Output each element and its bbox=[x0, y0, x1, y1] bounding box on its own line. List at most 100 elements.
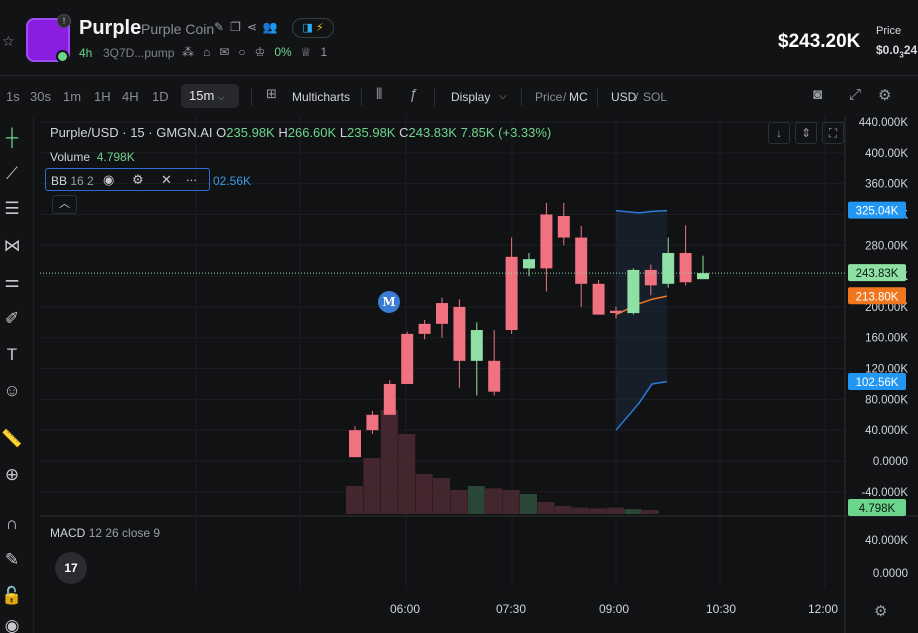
fullscreen-icon[interactable]: ⤢ bbox=[849, 86, 862, 103]
candle-body bbox=[557, 215, 570, 238]
volume-bar bbox=[641, 510, 659, 514]
price-label: Price bbox=[876, 25, 902, 37]
price-tag-bb-upper bbox=[848, 201, 906, 219]
add-chart-icon[interactable]: ⊞ bbox=[266, 86, 277, 101]
zoom-icon[interactable]: ⊕ bbox=[4, 465, 20, 484]
candle-body bbox=[610, 310, 622, 314]
time-label: 10:30 bbox=[706, 602, 737, 616]
copy-icon[interactable]: ❐ bbox=[230, 20, 241, 34]
timeframe-4h[interactable]: 4H bbox=[122, 89, 139, 104]
candle-body bbox=[505, 256, 518, 331]
chart-canvas[interactable]: 440.000K400.00K360.00K320.00K280.00K240.… bbox=[40, 116, 918, 633]
users-icon[interactable]: 👥 bbox=[262, 20, 278, 34]
change-value: 7.85K (+3.33%) bbox=[460, 125, 552, 140]
share-icon[interactable]: ⋖ bbox=[246, 20, 257, 34]
timeframe-30s[interactable]: 30s bbox=[30, 89, 51, 104]
emoji-icon[interactable]: ☺ bbox=[3, 381, 21, 400]
more-icon[interactable]: ∙∙∙ bbox=[186, 172, 197, 187]
crosshair-icon[interactable]: ┼ bbox=[5, 128, 19, 147]
volume-bar bbox=[346, 486, 363, 514]
trend-line-icon[interactable]: ⟋ bbox=[6, 164, 18, 183]
timeframe-1d[interactable]: 1D bbox=[152, 89, 169, 104]
timeframe-1s[interactable]: 1s bbox=[6, 89, 20, 104]
volume-bar bbox=[554, 506, 572, 514]
maximize-pane-icon[interactable]: ⛶ bbox=[822, 122, 844, 144]
price-axis-label: 440.000K bbox=[859, 117, 909, 129]
close-icon[interactable]: ✕ bbox=[161, 172, 172, 187]
volume-tag-label: 4.798K bbox=[859, 503, 896, 515]
gear-icon[interactable]: ⚙ bbox=[132, 172, 144, 187]
bb-band-fill bbox=[616, 210, 667, 431]
collapse-legend-button[interactable]: ︿ bbox=[52, 195, 77, 214]
lock-drawing-icon[interactable]: ✎ bbox=[4, 550, 20, 569]
candle-body bbox=[488, 360, 501, 392]
price-axis-label: 0.0000 bbox=[873, 456, 908, 468]
fib-icon[interactable]: ☰ bbox=[4, 199, 20, 218]
candle-body bbox=[383, 383, 396, 415]
projection-icon[interactable]: ⚌ bbox=[4, 272, 20, 291]
price-chart[interactable]: 440.000K400.00K360.00K320.00K280.00K240.… bbox=[40, 116, 918, 633]
sol-toggle[interactable]: SOL bbox=[643, 90, 668, 104]
holders-icon[interactable]: ⁂ bbox=[182, 45, 194, 59]
chevron-down-icon: ⌵ bbox=[217, 92, 225, 102]
price-toggle[interactable]: Price bbox=[535, 90, 563, 104]
camera-icon[interactable]: ◙ bbox=[813, 86, 823, 103]
time-label: 12:00 bbox=[808, 602, 839, 616]
display-button[interactable]: Display bbox=[451, 90, 491, 104]
volume-bar bbox=[485, 488, 503, 514]
bb-label: BB bbox=[51, 174, 68, 188]
social-pill[interactable]: ◨ ⚡ bbox=[292, 18, 334, 38]
tweet-icon[interactable]: ✉ bbox=[219, 45, 230, 59]
volume-tag bbox=[848, 499, 906, 516]
volume-bar bbox=[398, 434, 416, 514]
ruler-icon[interactable]: 📏 bbox=[1, 429, 23, 448]
candle-body bbox=[523, 259, 535, 269]
price-axis-label: 160.00K bbox=[865, 333, 908, 345]
timeframe-1h[interactable]: 1H bbox=[94, 89, 111, 104]
price-axis-label: -40.000K bbox=[861, 487, 908, 499]
axis-settings-icon[interactable]: ⚙ bbox=[874, 603, 888, 620]
candle-body bbox=[575, 237, 588, 284]
eye-icon[interactable]: ◉ bbox=[4, 616, 20, 633]
candle-type-icon[interactable]: ⫴ bbox=[376, 86, 383, 103]
price-tag-label: 325.04K bbox=[856, 206, 899, 218]
multicharts-button[interactable]: Multicharts bbox=[292, 90, 351, 104]
candle-body bbox=[349, 430, 361, 458]
tradingview-logo[interactable]: 17 bbox=[55, 552, 87, 584]
indicators-icon[interactable]: ƒ bbox=[409, 86, 418, 103]
candle-body bbox=[644, 269, 657, 286]
timeframe-15m[interactable]: 15m ⌵ bbox=[181, 84, 239, 108]
magnet-icon[interactable]: ∩ bbox=[5, 514, 19, 533]
edit-icon[interactable]: ✎ bbox=[214, 20, 225, 34]
link-icon: ◨ bbox=[302, 22, 313, 34]
crown-count: 1 bbox=[320, 45, 328, 59]
text-icon[interactable]: T bbox=[6, 345, 18, 364]
candle-body bbox=[540, 214, 553, 269]
drawing-toolbar: ┼ ⟋ ☰ ⋈ ⚌ ✐ T ☺ 📏 ⊕ ∩ ✎ 🔓 ◉ bbox=[0, 116, 34, 633]
bb-upper-line bbox=[615, 209, 668, 214]
price-axis-label: 80.000K bbox=[865, 394, 908, 406]
bb-indicator-row[interactable]: BB 16 2 ◉ ⚙ ✕ ∙∙∙ bbox=[45, 168, 210, 191]
open-value: 235.98K bbox=[226, 125, 275, 140]
info-icon[interactable]: ! bbox=[57, 14, 71, 28]
contract-address[interactable]: 3Q7D...pump bbox=[103, 46, 175, 60]
price-axis-label: 280.00K bbox=[865, 240, 908, 252]
website-icon[interactable]: ⌂ bbox=[203, 45, 211, 59]
time-label: 06:00 bbox=[390, 602, 421, 616]
volume-bar bbox=[520, 494, 537, 514]
migration-marker[interactable]: M bbox=[378, 291, 400, 313]
candle-body bbox=[592, 283, 605, 315]
collapse-pane-icon[interactable]: ⇕ bbox=[795, 122, 817, 144]
settings-icon[interactable]: ⚙ bbox=[878, 87, 892, 104]
eye-icon[interactable]: ◉ bbox=[103, 172, 115, 187]
star-icon[interactable]: ☆ bbox=[2, 33, 15, 49]
mc-toggle[interactable]: MC bbox=[569, 90, 588, 104]
brush-icon[interactable]: ✐ bbox=[4, 309, 20, 328]
timeframe-1m[interactable]: 1m bbox=[63, 89, 82, 104]
search-icon[interactable]: ○ bbox=[238, 45, 246, 59]
launchpad-badge-icon bbox=[56, 50, 69, 63]
pattern-icon[interactable]: ⋈ bbox=[3, 236, 21, 255]
usd-toggle[interactable]: USD bbox=[611, 90, 637, 104]
scroll-down-icon[interactable]: ↓ bbox=[768, 122, 790, 144]
lock-icon[interactable]: 🔓 bbox=[1, 586, 23, 605]
